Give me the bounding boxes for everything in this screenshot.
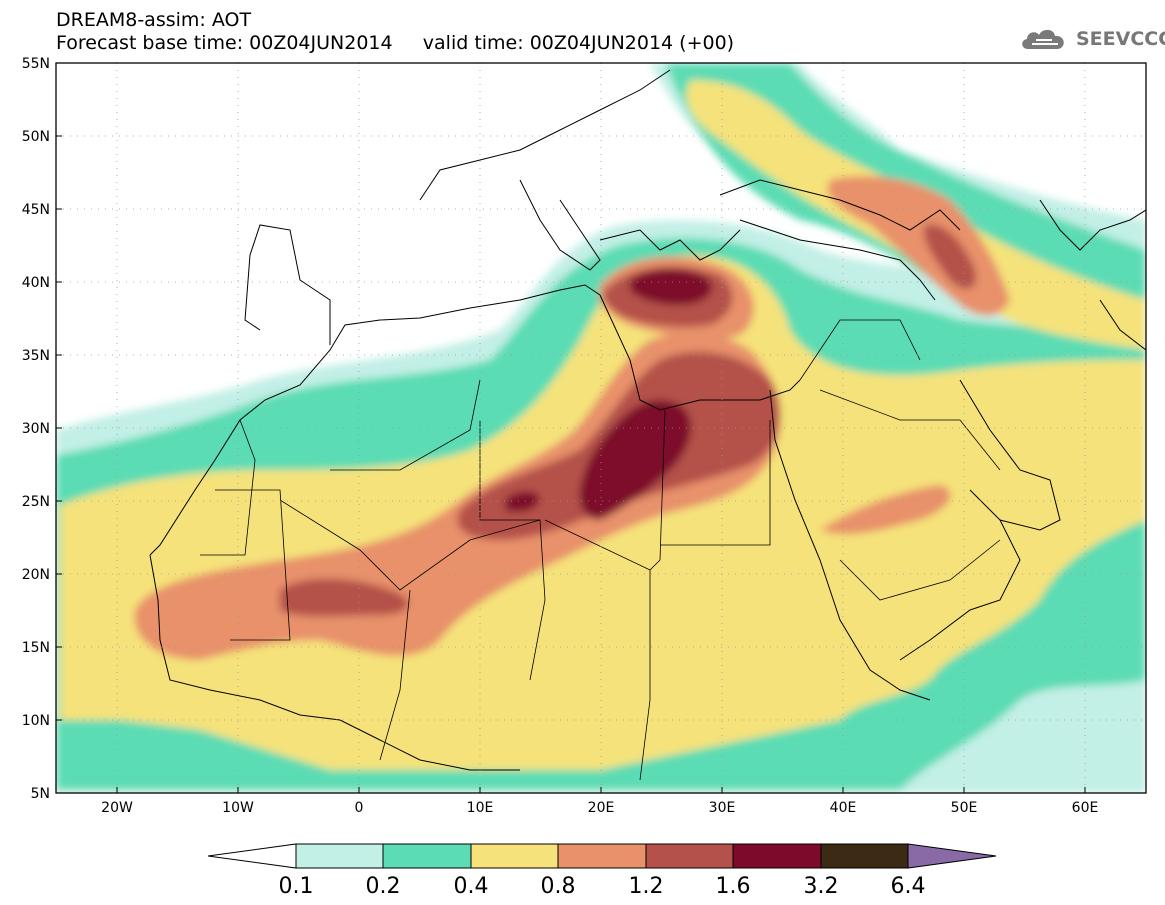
colorbar-label: 1.2: [629, 874, 664, 899]
lat-tick-label: 15N: [22, 640, 50, 656]
tick-marks: [56, 62, 1086, 794]
lat-tick-label: 35N: [22, 348, 50, 364]
colorbar-label: 0.4: [454, 874, 489, 899]
colorbar-label: 0.2: [366, 874, 401, 899]
gridlines: [56, 63, 1146, 793]
lon-tick-label: 20W: [101, 800, 133, 816]
lon-tick-label: 10W: [222, 800, 254, 816]
colorbar-segment: [557, 843, 647, 869]
colorbar-segment: [382, 843, 472, 869]
lon-tick-labels: 20W 10W 0 10E 20E 30E 40E 50E 60E: [101, 800, 1098, 816]
colorbar-segment: [295, 843, 384, 869]
lat-tick-label: 10N: [22, 713, 50, 729]
lon-tick-label: 20E: [588, 800, 615, 816]
lat-tick-label: 40N: [22, 275, 50, 291]
lat-tick-label: 50N: [22, 129, 50, 145]
coastlines: [149, 69, 1146, 771]
colorbar: [207, 843, 997, 869]
lat-tick-label: 45N: [22, 202, 50, 218]
colorbar-label: 3.2: [804, 874, 839, 899]
map-title: DREAM8-assim: AOT: [56, 9, 252, 31]
lat-tick-label: 5N: [31, 786, 50, 802]
lon-tick-label: 0: [355, 800, 364, 816]
colorbar-segment: [470, 843, 559, 869]
cloud-icon: [1022, 29, 1064, 49]
lat-tick-label: 25N: [22, 494, 50, 510]
lat-tick-label: 30N: [22, 421, 50, 437]
lat-tick-label: 55N: [22, 56, 50, 72]
lat-tick-labels: 55N 50N 45N 40N 35N 30N 25N 20N 15N 10N …: [22, 56, 50, 802]
forecast-time-line: Forecast base time: 00Z04JUN2014 valid t…: [56, 32, 735, 54]
lat-tick-label: 20N: [22, 567, 50, 583]
lon-tick-label: 10E: [467, 800, 494, 816]
colorbar-segment: [645, 843, 734, 869]
lon-tick-label: 30E: [709, 800, 736, 816]
logo-text: SEEVCCC: [1076, 28, 1165, 50]
colorbar-segment: [732, 843, 822, 869]
colorbar-label: 1.6: [716, 874, 751, 899]
seevccc-logo: SEEVCCC: [1018, 24, 1165, 54]
colorbar-label: 0.1: [279, 874, 314, 899]
colorbar-segment: [820, 843, 909, 869]
colorbar-label: 6.4: [891, 874, 926, 899]
colorbar-segment: [207, 843, 297, 869]
colorbar-labels: 0.1 0.2 0.4 0.8 1.2 1.6 3.2 6.4: [279, 874, 926, 899]
colorbar-segment: [907, 843, 997, 869]
country-borders: [200, 319, 1001, 781]
colorbar-label: 0.8: [541, 874, 576, 899]
lon-tick-label: 50E: [951, 800, 978, 816]
lon-tick-label: 40E: [830, 800, 857, 816]
lon-tick-label: 60E: [1072, 800, 1099, 816]
